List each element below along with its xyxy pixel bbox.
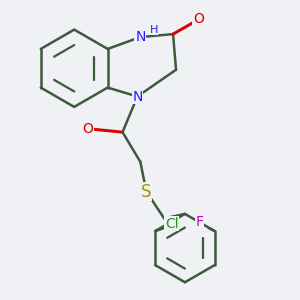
- Text: Cl: Cl: [165, 217, 178, 231]
- Text: S: S: [141, 183, 152, 201]
- Text: H: H: [150, 25, 158, 34]
- Text: F: F: [196, 215, 204, 229]
- Text: N: N: [132, 89, 142, 103]
- Text: O: O: [82, 122, 93, 136]
- Text: N: N: [135, 30, 146, 44]
- Text: O: O: [193, 12, 204, 26]
